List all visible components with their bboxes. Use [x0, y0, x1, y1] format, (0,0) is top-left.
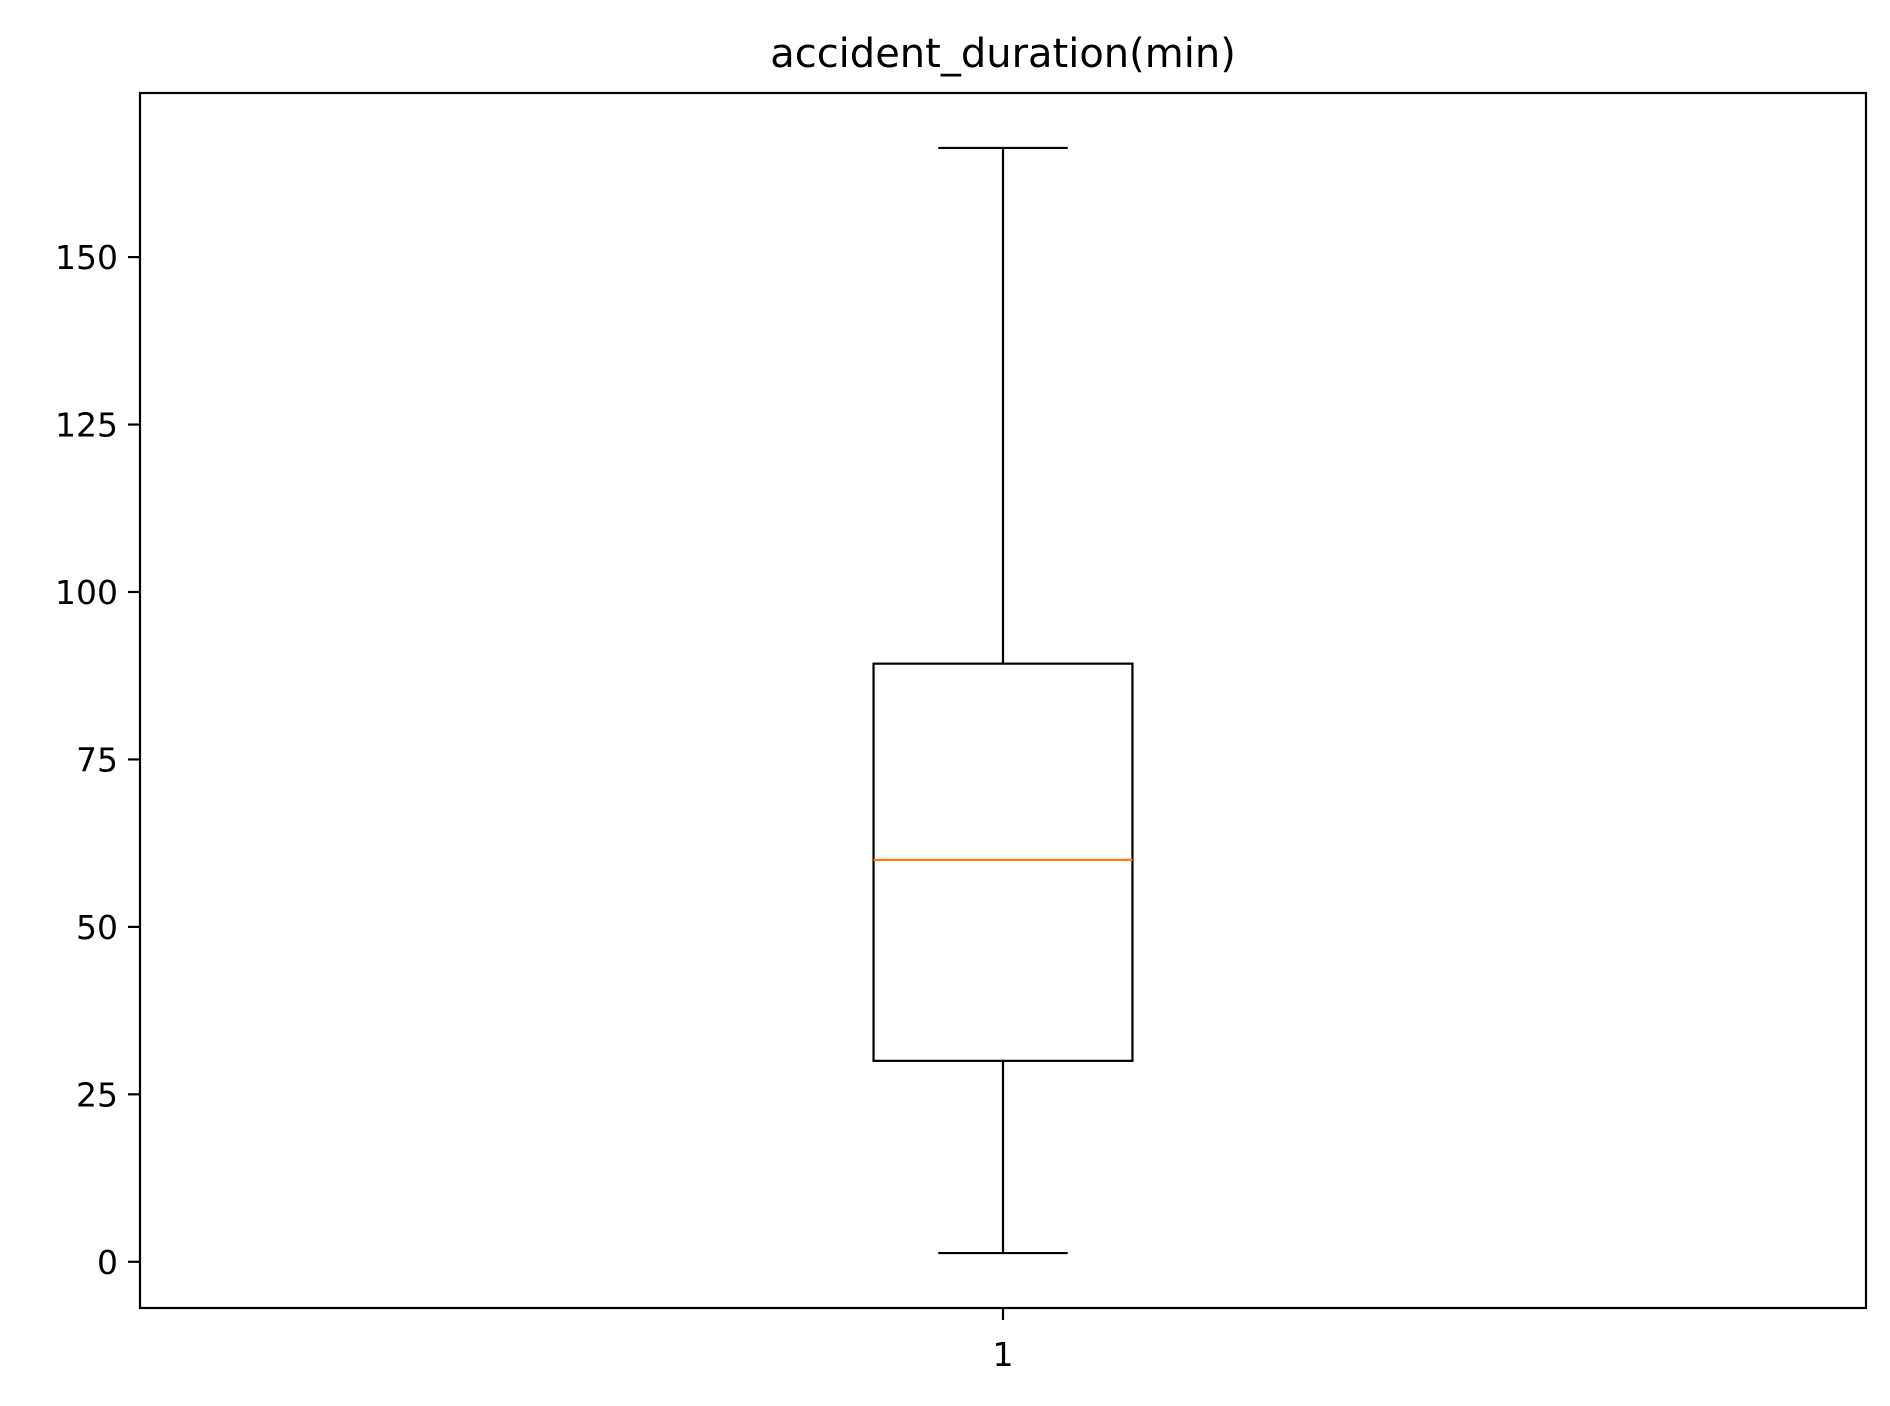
y-tick-label: 50: [76, 908, 118, 947]
y-axis: 0 25 50 75 100 125 150: [55, 238, 140, 1282]
y-tick-label: 0: [97, 1243, 118, 1282]
y-tick-label: 75: [76, 740, 118, 779]
box-1: [872, 146, 1134, 1255]
x-axis: 1: [993, 1308, 1014, 1374]
box-body: [872, 662, 1134, 1062]
y-tick-label: 125: [55, 406, 118, 445]
y-tick-label: 100: [55, 573, 118, 612]
x-tick-label: 1: [993, 1335, 1014, 1374]
y-tick-label: 25: [76, 1075, 118, 1114]
box-series: [872, 146, 1134, 1255]
y-tick-label: 150: [55, 238, 118, 277]
chart-title: accident_duration(min): [770, 31, 1236, 77]
